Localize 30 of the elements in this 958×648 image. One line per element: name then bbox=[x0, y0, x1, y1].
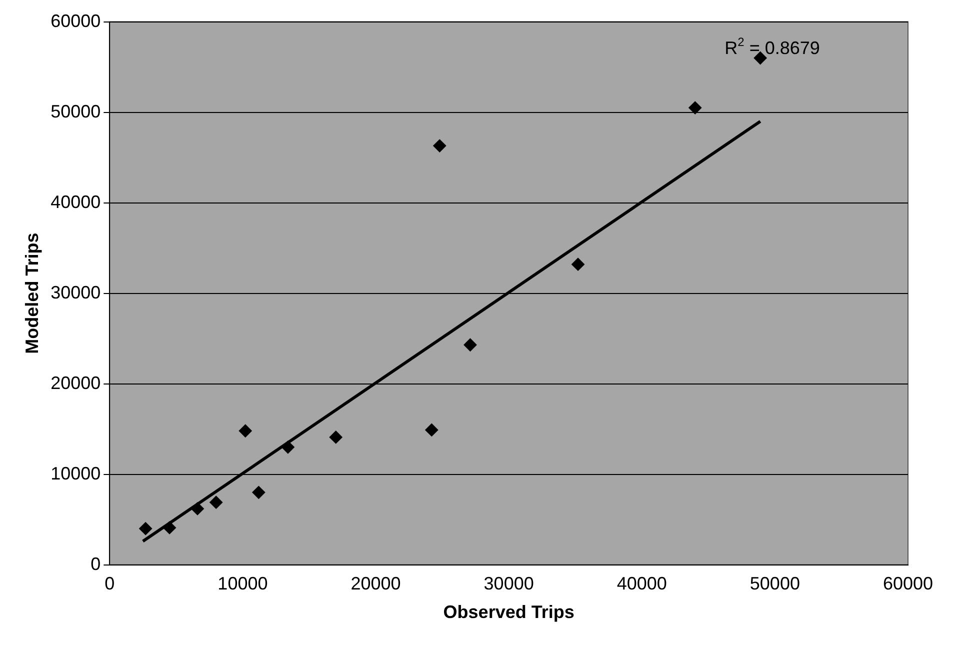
y-tick-label: 50000 bbox=[50, 101, 101, 122]
point bbox=[425, 423, 438, 436]
x-axis-title: Observed Trips bbox=[443, 602, 574, 622]
y-axis-title: Modeled Trips bbox=[22, 232, 42, 354]
point bbox=[238, 424, 252, 438]
x-tick-label: 20000 bbox=[350, 574, 401, 594]
x-tick-label: 40000 bbox=[616, 574, 667, 594]
y-tick-label: 20000 bbox=[50, 372, 101, 393]
point bbox=[190, 502, 204, 516]
point bbox=[433, 139, 446, 152]
y-tick-label: 60000 bbox=[50, 10, 101, 31]
x-tick-label: 10000 bbox=[218, 574, 268, 594]
point bbox=[163, 521, 176, 534]
x-tick-label: 0 bbox=[104, 574, 115, 594]
x-tick-label: 50000 bbox=[750, 574, 800, 594]
y-tick-label: 10000 bbox=[50, 463, 101, 484]
y-tick-label: 0 bbox=[90, 554, 101, 574]
point bbox=[139, 522, 152, 536]
point bbox=[688, 101, 702, 114]
point bbox=[329, 430, 342, 444]
point bbox=[754, 52, 767, 64]
point bbox=[252, 486, 266, 499]
point bbox=[572, 258, 585, 271]
x-tick-label: 30000 bbox=[484, 574, 534, 594]
point bbox=[281, 440, 294, 454]
point bbox=[464, 338, 477, 352]
point bbox=[210, 496, 223, 509]
x-tick-label: 60000 bbox=[882, 574, 934, 594]
y-tick-label: 30000 bbox=[50, 282, 101, 302]
y-tick-label: 40000 bbox=[50, 192, 101, 212]
